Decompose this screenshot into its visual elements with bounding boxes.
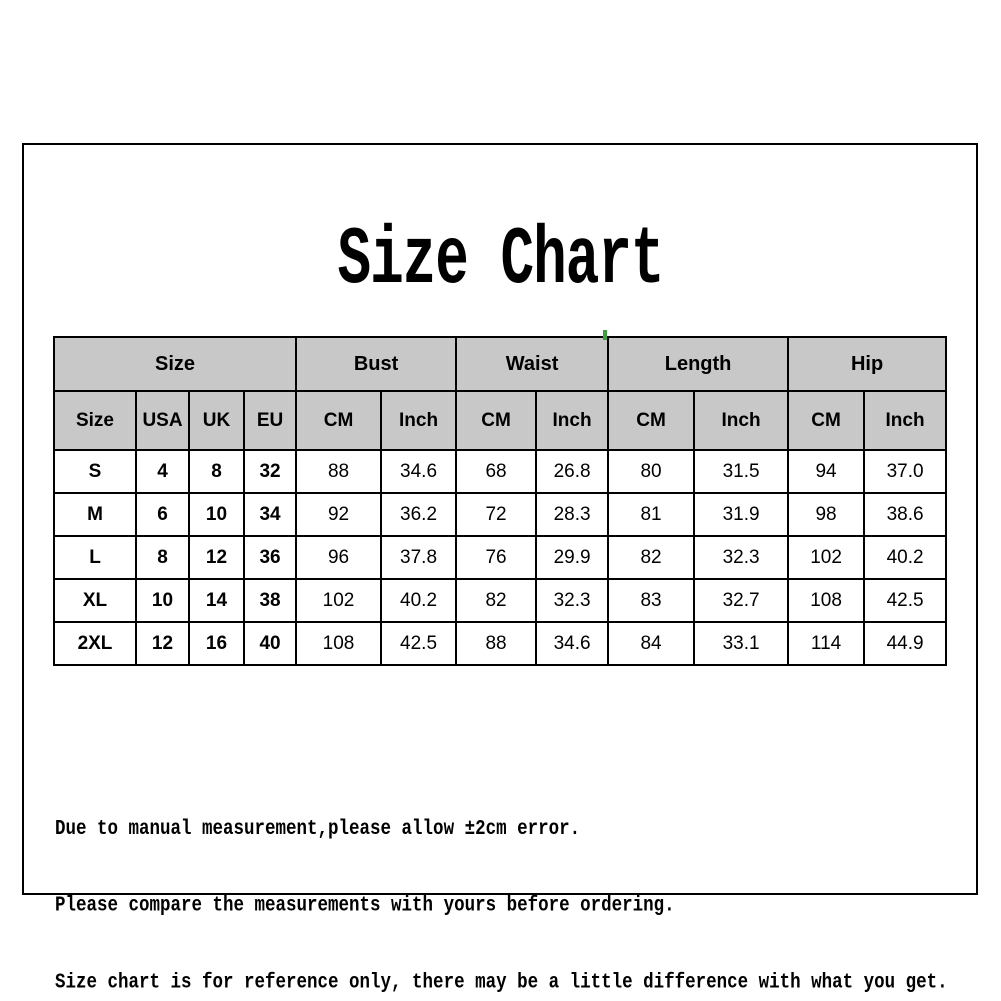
- column-header-hip-cm: CM: [787, 390, 866, 451]
- table-cell: 40.2: [380, 578, 458, 623]
- table-row-s: S 4 8 32 88 34.6 68 26.8 80 31.5 94 37.0: [53, 449, 948, 494]
- green-artifact-mark: [603, 330, 607, 340]
- column-group-hip: Hip: [787, 336, 948, 392]
- page-title: Size Chart: [337, 214, 664, 307]
- column-header-waist-inch: Inch: [535, 390, 610, 451]
- note-line: Please compare the measurements with you…: [55, 893, 675, 918]
- table-cell: 12: [135, 621, 190, 666]
- table-cell: 36.2: [380, 492, 458, 537]
- size-chart-table: Size Bust Waist Length Hip Size USA UK E…: [52, 336, 948, 666]
- table-cell: 44.9: [863, 621, 948, 666]
- table-cell: 42.5: [863, 578, 948, 623]
- column-group-row: Size Bust Waist Length Hip: [52, 336, 948, 392]
- table-cell: 82: [607, 535, 696, 580]
- note-line: Due to manual measurement,please allow ±…: [55, 817, 581, 841]
- column-header-length-cm: CM: [607, 390, 696, 451]
- table-cell: 36: [242, 535, 298, 580]
- table-cell: 14: [188, 578, 245, 623]
- column-header-hip-inch: Inch: [863, 390, 948, 451]
- table-cell: 12: [188, 535, 245, 580]
- table-cell: 76: [455, 535, 538, 580]
- table-cell: 31.5: [693, 449, 790, 494]
- table-cell: 32.7: [693, 578, 790, 623]
- table-cell: 34.6: [380, 449, 458, 494]
- measurement-notes: Due to manual measurement,please allow ±…: [55, 769, 948, 1001]
- table-cell: 98: [787, 492, 866, 537]
- table-cell: 34: [242, 492, 298, 537]
- table-cell: 84: [607, 621, 696, 666]
- table-cell: 40.2: [863, 535, 948, 580]
- column-header-bust-inch: Inch: [380, 390, 458, 451]
- table-cell: 4: [135, 449, 190, 494]
- table-cell: 88: [295, 449, 383, 494]
- column-header-length-inch: Inch: [693, 390, 790, 451]
- table-cell: 42.5: [380, 621, 458, 666]
- table-cell: 82: [455, 578, 538, 623]
- table-cell: 81: [607, 492, 696, 537]
- table-cell: 28.3: [535, 492, 610, 537]
- table-cell: 83: [607, 578, 696, 623]
- table-row-xl: XL 10 14 38 102 40.2 82 32.3 83 32.7 108…: [53, 578, 948, 623]
- table-cell: 29.9: [535, 535, 610, 580]
- table-cell: 102: [295, 578, 383, 623]
- table-cell: 32: [242, 449, 298, 494]
- table-cell: 96: [295, 535, 383, 580]
- column-group-size: Size: [52, 336, 298, 392]
- table-cell: 26.8: [535, 449, 610, 494]
- table-cell: 114: [787, 621, 866, 666]
- table-cell: 10: [188, 492, 245, 537]
- column-header-uk: UK: [188, 390, 245, 451]
- table-cell: 40: [242, 621, 298, 666]
- table-row-m: M 6 10 34 92 36.2 72 28.3 81 31.9 98 38.…: [53, 492, 948, 537]
- table-cell: 2XL: [53, 621, 137, 666]
- table-cell: XL: [53, 578, 137, 623]
- column-header-row: Size USA UK EU CM Inch CM Inch CM Inch C…: [53, 390, 948, 451]
- table-row-2xl: 2XL 12 16 40 108 42.5 88 34.6 84 33.1 11…: [53, 621, 948, 666]
- table-cell: S: [53, 449, 137, 494]
- table-cell: 108: [787, 578, 866, 623]
- table-cell: 37.8: [380, 535, 458, 580]
- table-cell: 88: [455, 621, 538, 666]
- table-cell: 16: [188, 621, 245, 666]
- note-line: Size chart is for reference only, there …: [55, 970, 948, 995]
- column-header-usa: USA: [135, 390, 190, 451]
- table-cell: 37.0: [863, 449, 948, 494]
- column-header-eu: EU: [242, 390, 298, 451]
- table-cell: 32.3: [535, 578, 610, 623]
- table-cell: L: [53, 535, 137, 580]
- table-cell: 94: [787, 449, 866, 494]
- table-cell: 102: [787, 535, 866, 580]
- table-cell: 8: [135, 535, 190, 580]
- table-cell: 8: [188, 449, 245, 494]
- table-cell: 31.9: [693, 492, 790, 537]
- table-cell: 34.6: [535, 621, 610, 666]
- table-cell: 33.1: [693, 621, 790, 666]
- page-border: [22, 143, 978, 895]
- column-header-size: Size: [53, 390, 137, 451]
- column-header-bust-cm: CM: [295, 390, 383, 451]
- table-cell: 80: [607, 449, 696, 494]
- table-cell: M: [53, 492, 137, 537]
- table-cell: 92: [295, 492, 383, 537]
- table-cell: 68: [455, 449, 538, 494]
- column-group-waist: Waist: [455, 336, 610, 392]
- column-header-waist-cm: CM: [455, 390, 538, 451]
- table-row-l: L 8 12 36 96 37.8 76 29.9 82 32.3 102 40…: [53, 535, 948, 580]
- table-cell: 108: [295, 621, 383, 666]
- table-cell: 38.6: [863, 492, 948, 537]
- table-cell: 6: [135, 492, 190, 537]
- table-cell: 72: [455, 492, 538, 537]
- column-group-length: Length: [607, 336, 790, 392]
- column-group-bust: Bust: [295, 336, 458, 392]
- table-cell: 32.3: [693, 535, 790, 580]
- table-cell: 38: [242, 578, 298, 623]
- table-cell: 10: [135, 578, 190, 623]
